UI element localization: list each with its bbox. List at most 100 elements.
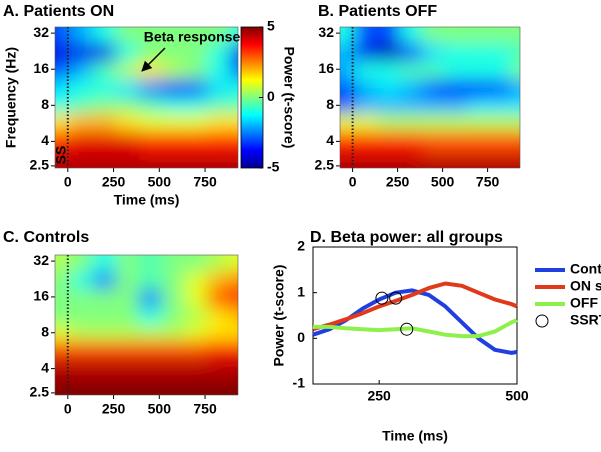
heatmap-cell bbox=[230, 255, 238, 272]
heatmap-cell bbox=[377, 42, 401, 62]
heatmap-cell bbox=[207, 340, 231, 359]
heatmap-cell bbox=[92, 42, 117, 62]
heatmap-cell bbox=[399, 60, 423, 80]
heatmap-cell bbox=[138, 270, 163, 290]
heatmap-cell bbox=[207, 97, 231, 114]
heatmap-cell bbox=[184, 306, 208, 326]
heatmap-cell bbox=[512, 153, 520, 168]
heatmap-cell bbox=[230, 270, 238, 290]
y-tick-label: 2.5 bbox=[30, 384, 50, 400]
heatmap-cell bbox=[340, 27, 356, 44]
heatmap-cell bbox=[161, 255, 185, 272]
heatmap-cell bbox=[184, 324, 208, 341]
x-tick-label: 500 bbox=[148, 401, 172, 417]
x-tick-label: 250 bbox=[102, 401, 126, 417]
heatmap-cell bbox=[55, 153, 71, 168]
heatmap-cell bbox=[422, 153, 446, 168]
heatmap-cell bbox=[444, 153, 468, 168]
y-tick-label: 8 bbox=[326, 96, 334, 112]
heatmap-cell bbox=[399, 97, 423, 114]
heatmap-cell bbox=[115, 78, 140, 98]
heatmap-cell bbox=[422, 112, 446, 132]
heatmap-cell bbox=[70, 153, 94, 168]
y-tick-label: 32 bbox=[33, 24, 49, 40]
heatmap-cell bbox=[161, 380, 185, 395]
heatmap-cell bbox=[377, 27, 401, 44]
heatmap-cell bbox=[354, 27, 378, 44]
annotation: Beta response bbox=[144, 29, 241, 45]
heatmap-cell bbox=[230, 340, 238, 359]
y-tick-label: 8 bbox=[41, 323, 49, 339]
heatmap-cell bbox=[138, 288, 163, 308]
colorbar-label: Power (t-score) bbox=[281, 47, 297, 149]
heatmap-cell bbox=[115, 340, 140, 359]
heatmap-cell bbox=[467, 60, 491, 80]
heatmap-cell bbox=[138, 255, 163, 272]
heatmap-cell bbox=[422, 42, 446, 62]
heatmap-cell bbox=[92, 78, 117, 98]
heatmap-cell bbox=[55, 112, 71, 132]
heatmap-cell bbox=[115, 153, 140, 168]
x-tick-label: 0 bbox=[64, 401, 72, 417]
heatmap-cell bbox=[399, 27, 423, 44]
heatmap-cell bbox=[512, 42, 520, 62]
heatmap-cell bbox=[161, 306, 185, 326]
heatmap-cell bbox=[184, 130, 208, 155]
heatmap-cell bbox=[340, 153, 356, 168]
heatmap-cell bbox=[184, 60, 208, 80]
heatmap-cell bbox=[489, 153, 513, 168]
heatmap bbox=[340, 27, 520, 168]
colorbar-tick-label: -5 bbox=[267, 159, 280, 175]
legend-label: SSRT bbox=[570, 312, 601, 328]
heatmap-cell bbox=[70, 112, 94, 132]
panel-title: A. Patients ON bbox=[3, 3, 114, 20]
heatmap-cell bbox=[55, 358, 71, 382]
heatmap-cell bbox=[70, 60, 94, 80]
x-tick-label: 250 bbox=[386, 174, 410, 190]
heatmap bbox=[55, 27, 238, 168]
heatmap-cell bbox=[161, 288, 185, 308]
heatmap-cell bbox=[115, 288, 140, 308]
heatmap-cell bbox=[184, 112, 208, 132]
heatmap-cell bbox=[55, 60, 71, 80]
y-tick-label: 8 bbox=[41, 96, 49, 112]
plot-frame bbox=[312, 246, 518, 385]
panel-title: C. Controls bbox=[3, 229, 89, 246]
legend-label: ON stim. bbox=[570, 278, 601, 294]
legend-swatch bbox=[535, 314, 549, 328]
heatmap-cell bbox=[444, 97, 468, 114]
heatmap-cell bbox=[55, 324, 71, 341]
heatmap-cell bbox=[184, 153, 208, 168]
heatmap-cell bbox=[340, 112, 356, 132]
heatmap-cell bbox=[55, 270, 71, 290]
heatmap-cell bbox=[444, 27, 468, 44]
heatmap-cell bbox=[230, 324, 238, 341]
heatmap-cell bbox=[70, 78, 94, 98]
heatmap-cell bbox=[70, 288, 94, 308]
heatmap-cell bbox=[161, 270, 185, 290]
heatmap-cell bbox=[55, 27, 71, 44]
heatmap-cell bbox=[92, 288, 117, 308]
heatmap-cell bbox=[92, 27, 117, 44]
heatmap-cell bbox=[230, 60, 238, 80]
heatmap-cell bbox=[115, 112, 140, 132]
y-tick-label: 1 bbox=[297, 283, 305, 299]
heatmap-cell bbox=[115, 306, 140, 326]
heatmap-cells bbox=[55, 27, 238, 168]
ssrt-marker bbox=[389, 291, 403, 305]
heatmap-cell bbox=[230, 306, 238, 326]
heatmap-cell bbox=[354, 78, 378, 98]
heatmap-cell bbox=[138, 42, 163, 62]
y-tick-label: 16 bbox=[318, 60, 334, 76]
heatmap-cell bbox=[55, 97, 71, 114]
heatmap-cell bbox=[399, 130, 423, 155]
heatmap-cell bbox=[207, 112, 231, 132]
legend-label: OFF stim. bbox=[570, 295, 601, 311]
heatmap-cell bbox=[512, 27, 520, 44]
heatmap-cell bbox=[489, 60, 513, 80]
y-tick-label: 32 bbox=[318, 24, 334, 40]
heatmap-cells bbox=[55, 255, 238, 395]
panel-title: B. Patients OFF bbox=[318, 3, 437, 20]
heatmap-cell bbox=[444, 60, 468, 80]
heatmap-cell bbox=[92, 255, 117, 272]
